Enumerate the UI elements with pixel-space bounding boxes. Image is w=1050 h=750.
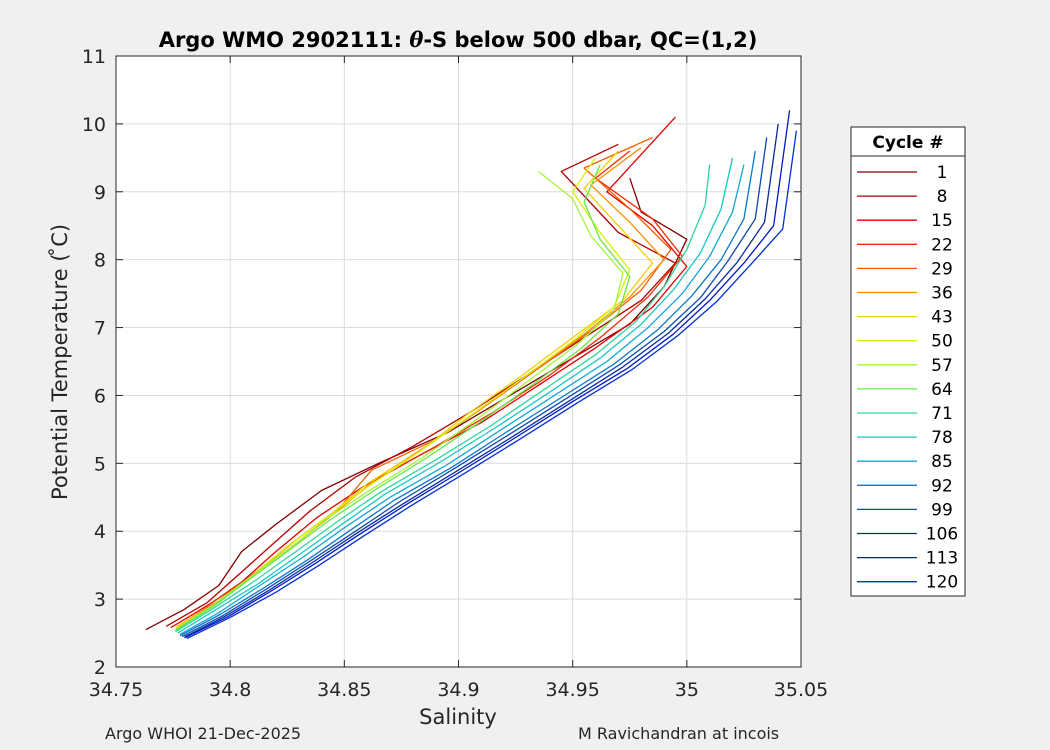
y-tick-label: 2 bbox=[94, 657, 106, 679]
legend-label: 50 bbox=[931, 332, 953, 352]
x-tick-label: 34.75 bbox=[89, 679, 143, 701]
y-tick-label: 6 bbox=[94, 385, 106, 407]
legend-item-71: 71 bbox=[857, 404, 953, 424]
legend-label: 99 bbox=[931, 500, 953, 520]
legend-label: 78 bbox=[931, 428, 953, 448]
legend-item-50: 50 bbox=[857, 332, 953, 352]
legend-item-8: 8 bbox=[857, 187, 947, 207]
x-tick-label: 35.05 bbox=[774, 679, 828, 701]
legend-label: 106 bbox=[926, 525, 958, 545]
footer-left: Argo WHOI 21-Dec-2025 bbox=[105, 724, 302, 743]
chart-title: Argo WMO 2902111: θ-S below 500 dbar, QC… bbox=[159, 27, 758, 52]
x-tick-label: 35 bbox=[675, 679, 699, 701]
y-tick-label: 4 bbox=[94, 521, 106, 543]
series-layer bbox=[145, 110, 798, 640]
legend-item-29: 29 bbox=[857, 259, 953, 279]
y-tick-label: 5 bbox=[94, 453, 106, 475]
y-tick-label: 8 bbox=[94, 250, 106, 272]
legend-item-92: 92 bbox=[857, 476, 953, 496]
y-axis-label: Potential Temperature ( ̊C) bbox=[48, 224, 72, 500]
legend-item-113: 113 bbox=[857, 549, 958, 569]
legend-item-15: 15 bbox=[857, 211, 953, 231]
legend-item-36: 36 bbox=[857, 284, 953, 304]
legend-label: 64 bbox=[931, 380, 953, 400]
y-tick-label: 10 bbox=[82, 114, 106, 136]
x-axis-label: Salinity bbox=[419, 705, 497, 729]
series-line-cycle-78 bbox=[177, 157, 734, 634]
legend-item-1: 1 bbox=[857, 163, 947, 183]
legend-label: 8 bbox=[937, 187, 948, 207]
y-tick-label: 3 bbox=[94, 589, 106, 611]
legend-item-64: 64 bbox=[857, 380, 953, 400]
legend-item-85: 85 bbox=[857, 452, 953, 472]
legend-item-22: 22 bbox=[857, 235, 953, 255]
legend-label: 22 bbox=[931, 235, 953, 255]
y-tick-label: 7 bbox=[94, 318, 106, 340]
legend-item-106: 106 bbox=[857, 525, 958, 545]
tick-labels: 34.75 34.8 34.85 34.9 34.95 35 35.05 2 3 4 5 6 7 8 9 10… bbox=[82, 46, 828, 701]
legend-label: 43 bbox=[931, 308, 953, 328]
legend-box bbox=[850, 126, 966, 597]
legend-label: 15 bbox=[931, 211, 953, 231]
legend-label: 71 bbox=[931, 404, 953, 424]
legend-items: 1 8 15 22 29 36 43 50 57 64 71 78 85 92 99 106 113 120 bbox=[857, 163, 958, 593]
legend-item-99: 99 bbox=[857, 500, 953, 520]
legend-title: Cycle # bbox=[872, 133, 943, 153]
x-tick-label: 34.8 bbox=[209, 679, 251, 701]
legend-label: 36 bbox=[931, 284, 953, 304]
legend-item-57: 57 bbox=[857, 356, 953, 376]
series-line-cycle-113 bbox=[184, 110, 791, 639]
x-tick-label: 34.95 bbox=[545, 679, 599, 701]
series-line-cycle-85 bbox=[179, 164, 745, 635]
legend-item-120: 120 bbox=[857, 573, 958, 593]
chart-title-theta: θ bbox=[409, 27, 423, 52]
series-line-cycle-57 bbox=[175, 170, 624, 631]
legend-label: 92 bbox=[931, 476, 953, 496]
legend-label: 29 bbox=[931, 259, 953, 279]
legend-label: 85 bbox=[931, 452, 953, 472]
series-line-cycle-106 bbox=[184, 123, 779, 638]
series-line-cycle-120 bbox=[186, 130, 798, 640]
series-line-cycle-71 bbox=[175, 164, 711, 633]
legend-label: 57 bbox=[931, 356, 953, 376]
series-line-cycle-64 bbox=[175, 164, 631, 631]
legend-label: 113 bbox=[926, 549, 958, 569]
x-tick-label: 34.85 bbox=[317, 679, 371, 701]
legend-label: 120 bbox=[926, 573, 958, 593]
x-tick-label: 34.9 bbox=[437, 679, 479, 701]
legend-item-43: 43 bbox=[857, 308, 953, 328]
axis-ticks bbox=[115, 55, 802, 668]
y-tick-label: 11 bbox=[82, 46, 106, 68]
series-line-cycle-15 bbox=[170, 116, 688, 629]
series-line-cycle-92 bbox=[179, 150, 756, 637]
y-tick-label: 9 bbox=[94, 182, 106, 204]
legend-label: 1 bbox=[937, 163, 948, 183]
chart-title-prefix: Argo WMO 2902111: bbox=[159, 28, 410, 52]
legend-item-78: 78 bbox=[857, 428, 953, 448]
legend: Cycle # 18152229364350576471788592991061… bbox=[850, 126, 966, 597]
series-line-cycle-50 bbox=[175, 157, 631, 631]
series-line-cycle-99 bbox=[181, 137, 768, 638]
chart-title-suffix: -S below 500 dbar, QC=(1,2) bbox=[423, 28, 757, 52]
footer-right: M Ravichandran at incois bbox=[578, 724, 780, 743]
